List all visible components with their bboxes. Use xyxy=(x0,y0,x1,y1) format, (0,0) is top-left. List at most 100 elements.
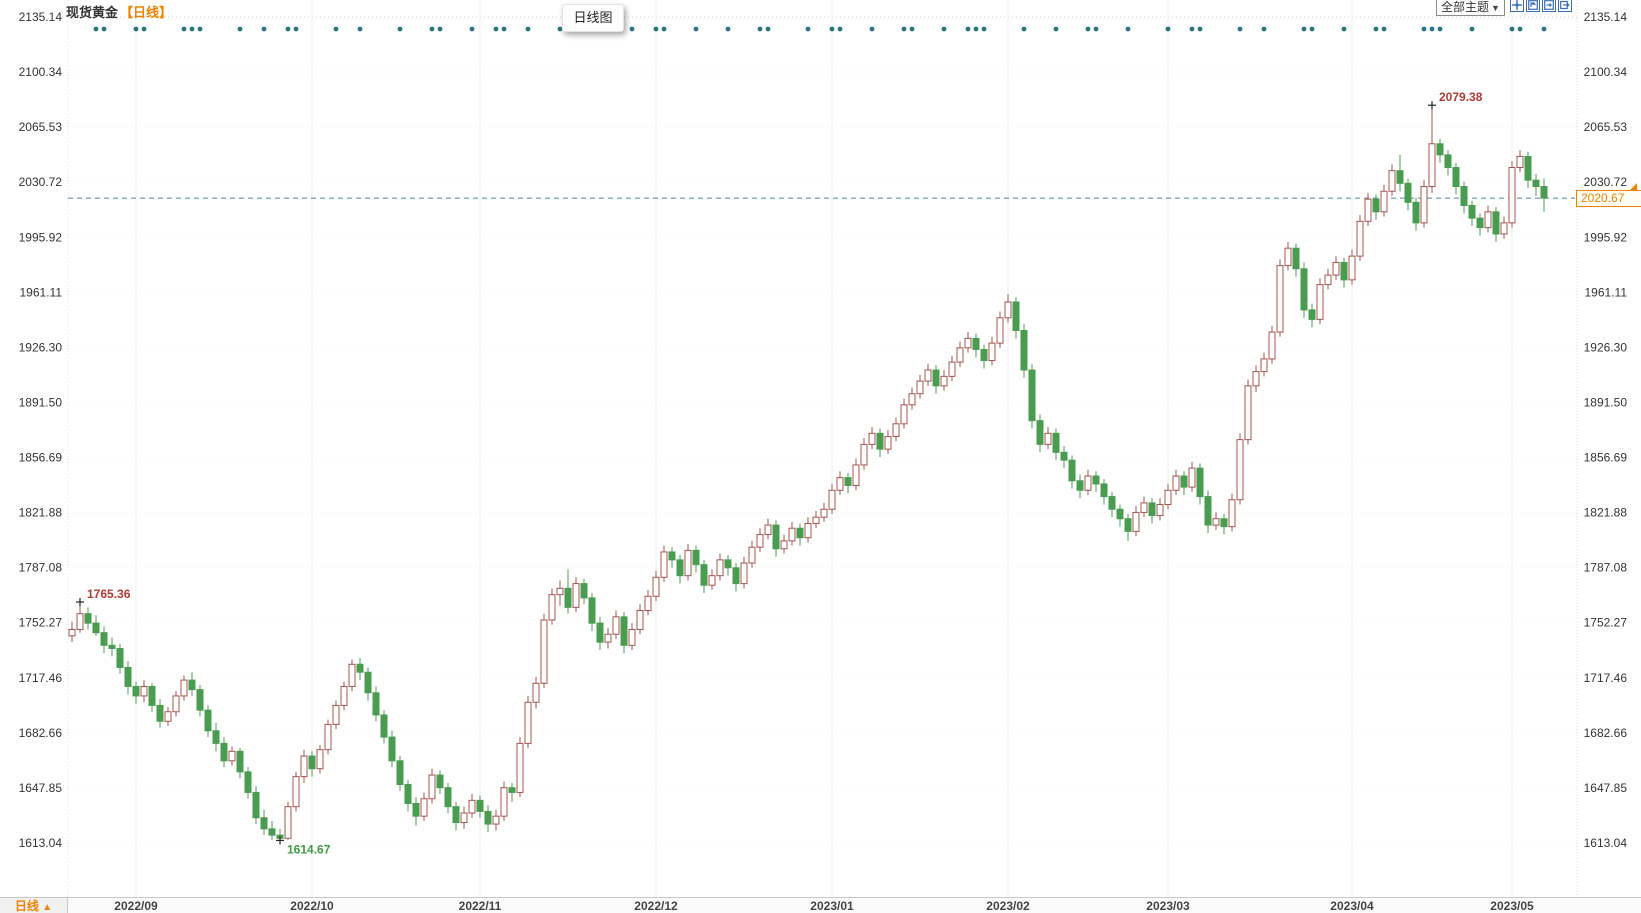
candle-body xyxy=(108,644,116,649)
candle-body xyxy=(244,771,252,793)
candle-body xyxy=(68,628,76,637)
candle-body xyxy=(524,701,532,744)
tooltip-label: 日线图 xyxy=(573,10,613,25)
event-dot xyxy=(757,26,763,32)
x-axis-label: 2023/02 xyxy=(986,899,1030,913)
y-axis-label-right: 2030.72 xyxy=(1584,175,1628,189)
candle-body xyxy=(484,810,492,825)
event-dot xyxy=(829,26,835,32)
triangle-up-icon: ▲ xyxy=(42,902,53,913)
y-axis-label-left: 1717.46 xyxy=(19,671,63,685)
candle-body xyxy=(444,787,452,808)
candle-body xyxy=(1172,475,1180,491)
y-axis-label-right: 2135.14 xyxy=(1584,10,1628,24)
candle-body xyxy=(348,663,356,687)
candle-body xyxy=(1132,511,1140,532)
candle-body xyxy=(948,361,956,377)
event-dot xyxy=(237,26,243,32)
candle-body xyxy=(228,750,236,762)
candle-body xyxy=(308,755,316,770)
candle-body xyxy=(1260,358,1268,373)
candle-body xyxy=(220,742,228,762)
candle-body xyxy=(492,815,500,825)
candle-body xyxy=(1364,198,1372,222)
candle-body xyxy=(708,575,716,586)
y-axis-label-left: 2065.53 xyxy=(19,120,63,134)
extreme-price-annotation: 2079.38 xyxy=(1439,90,1483,104)
event-dot xyxy=(1509,26,1515,32)
event-dot xyxy=(1021,26,1027,32)
chevron-down-icon: ▼ xyxy=(1491,3,1500,13)
event-dot xyxy=(1309,26,1315,32)
candle-body xyxy=(748,546,756,564)
event-dot xyxy=(181,26,187,32)
y-axis-label-right: 2100.34 xyxy=(1584,65,1628,79)
candle-body xyxy=(780,540,788,550)
pane-right-icon[interactable] xyxy=(1542,0,1556,12)
candle-body xyxy=(732,567,740,585)
event-dot xyxy=(285,26,291,32)
candle-body xyxy=(868,432,876,445)
candle-body xyxy=(1284,247,1292,267)
chart-type-tooltip: 日线图 xyxy=(562,4,624,32)
candle-body xyxy=(1356,220,1364,257)
candle-body xyxy=(1348,255,1356,281)
candle-body xyxy=(364,671,372,694)
candle-body xyxy=(740,562,748,585)
candle-body xyxy=(260,817,268,830)
shift-forward-icon[interactable] xyxy=(1558,0,1572,12)
candle-body xyxy=(500,787,508,817)
x-axis-bar xyxy=(0,897,1641,913)
candle-body xyxy=(196,689,204,711)
event-dot xyxy=(1541,26,1547,32)
candle-body xyxy=(284,806,292,839)
candle-body xyxy=(684,549,692,577)
y-axis-label-left: 1891.50 xyxy=(19,395,63,409)
candle-body xyxy=(1212,518,1220,526)
candle-body xyxy=(460,812,468,823)
y-axis-label-right: 1717.46 xyxy=(1584,671,1628,685)
instrument-name: 现货黄金 xyxy=(66,5,119,20)
candle-body xyxy=(300,755,308,778)
event-dot xyxy=(469,26,475,32)
candle-body xyxy=(564,587,572,608)
candle-body xyxy=(1380,190,1388,213)
candle-body xyxy=(716,559,724,577)
chart-toolbar xyxy=(1510,0,1572,12)
candle-body xyxy=(1252,371,1260,387)
crosshair-icon[interactable] xyxy=(1510,0,1524,12)
candle-body xyxy=(604,633,612,643)
candle-body xyxy=(636,609,644,630)
y-axis-label-right: 1821.88 xyxy=(1584,506,1628,520)
event-dot xyxy=(493,26,499,32)
tab-daily-interval[interactable]: 日线 ▲ xyxy=(0,898,68,913)
candle-body xyxy=(1036,420,1044,445)
candle-body xyxy=(756,534,764,548)
event-dot xyxy=(1373,26,1379,32)
event-dot xyxy=(429,26,435,32)
last-price-badge: 2020.67 xyxy=(1576,190,1641,207)
interval-subtitle: 【日线】 xyxy=(120,5,173,20)
pane-up-icon[interactable] xyxy=(1526,0,1540,12)
candle-body xyxy=(324,723,332,751)
candle-body xyxy=(1124,518,1132,532)
theme-dropdown[interactable]: 全部主题 ▼ xyxy=(1436,0,1505,16)
candle-body xyxy=(588,597,596,624)
candle-body xyxy=(980,348,988,362)
candle-body xyxy=(1004,301,1012,319)
event-dot xyxy=(1301,26,1307,32)
candle-body xyxy=(1204,496,1212,526)
candle-body xyxy=(612,616,620,635)
candle-body xyxy=(1292,247,1300,270)
event-dot xyxy=(1341,26,1347,32)
y-axis-label-right: 1647.85 xyxy=(1584,781,1628,795)
event-dot xyxy=(693,26,699,32)
candle-body xyxy=(652,576,660,597)
candle-body xyxy=(116,647,124,668)
x-axis-label: 2022/10 xyxy=(290,899,334,913)
candle-body xyxy=(1492,211,1500,235)
candle-body xyxy=(1508,167,1516,224)
candle-body xyxy=(764,524,772,536)
candle-body xyxy=(1484,211,1492,229)
